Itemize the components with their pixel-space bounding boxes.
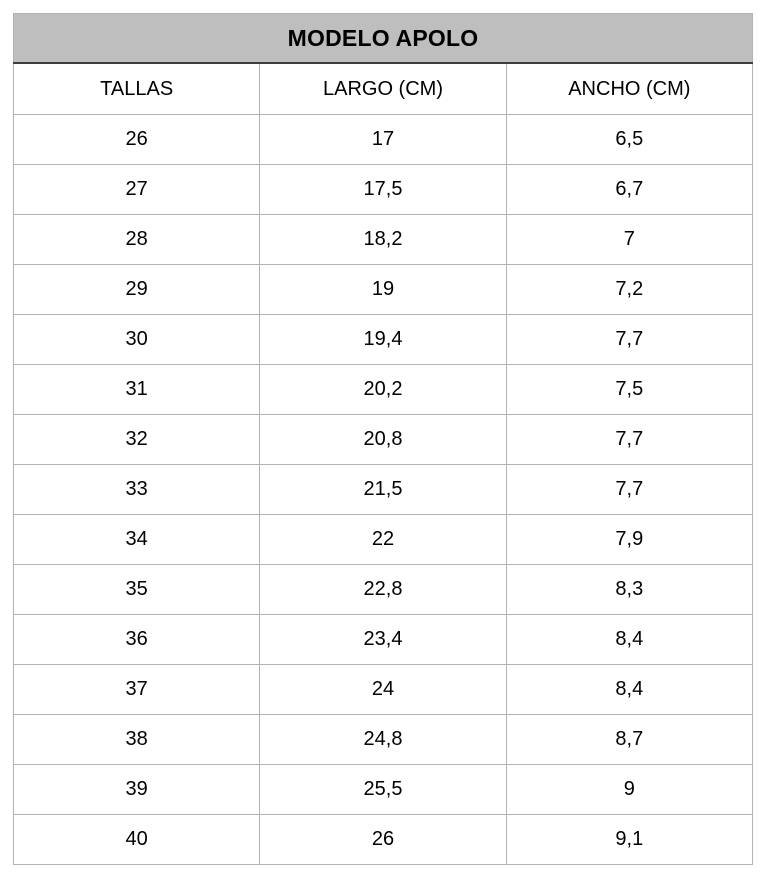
- title-row: MODELO APOLO: [13, 13, 753, 64]
- table-cell: 7,7: [505, 464, 754, 515]
- table-cell: 22: [259, 514, 507, 565]
- table-cell: 22,8: [259, 564, 507, 615]
- table-cell: 18,2: [259, 214, 507, 265]
- table-cell: 26: [259, 814, 507, 865]
- table-cell: 9: [505, 764, 754, 815]
- table-cell: 21,5: [259, 464, 507, 515]
- column-header-tallas: TALLAS: [12, 62, 261, 115]
- table-cell: 7,2: [505, 264, 754, 315]
- table-cell: 39: [12, 764, 261, 815]
- table-row: 40 26 9,1: [12, 814, 754, 865]
- table-row: 26 17 6,5: [12, 114, 754, 165]
- table-row: 33 21,5 7,7: [12, 464, 754, 515]
- table-row: 31 20,2 7,5: [12, 364, 754, 415]
- table-cell: 20,8: [259, 414, 507, 465]
- table-cell: 27: [12, 164, 261, 215]
- table-row: 38 24,8 8,7: [12, 714, 754, 765]
- table-cell: 28: [12, 214, 261, 265]
- size-table: MODELO APOLO TALLAS LARGO (CM) ANCHO (CM…: [12, 13, 754, 865]
- table-cell: 8,3: [505, 564, 754, 615]
- table-row: 30 19,4 7,7: [12, 314, 754, 365]
- table-row: 32 20,8 7,7: [12, 414, 754, 465]
- table-cell: 17: [259, 114, 507, 165]
- column-header-largo: LARGO (CM): [259, 62, 507, 115]
- table-cell: 34: [12, 514, 261, 565]
- table-row: 36 23,4 8,4: [12, 614, 754, 665]
- table-cell: 38: [12, 714, 261, 765]
- table-cell: 35: [12, 564, 261, 615]
- table-cell: 7,7: [505, 414, 754, 465]
- table-cell: 7,9: [505, 514, 754, 565]
- table-row: 39 25,5 9: [12, 764, 754, 815]
- table-row: 27 17,5 6,7: [12, 164, 754, 215]
- table-cell: 31: [12, 364, 261, 415]
- table-cell: 7: [505, 214, 754, 265]
- table-cell: 8,7: [505, 714, 754, 765]
- table-row: 35 22,8 8,3: [12, 564, 754, 615]
- table-cell: 17,5: [259, 164, 507, 215]
- table-cell: 33: [12, 464, 261, 515]
- table-row: 29 19 7,2: [12, 264, 754, 315]
- table-cell: 40: [12, 814, 261, 865]
- table-cell: 8,4: [505, 664, 754, 715]
- table-cell: 24,8: [259, 714, 507, 765]
- table-cell: 20,2: [259, 364, 507, 415]
- table-cell: 24: [259, 664, 507, 715]
- table-cell: 6,5: [505, 114, 754, 165]
- table-cell: 19,4: [259, 314, 507, 365]
- table-cell: 29: [12, 264, 261, 315]
- table-body: 26 17 6,5 27 17,5 6,7 28 18,2 7 29 19 7,2 30 19,4 7,7 3…: [12, 114, 754, 865]
- table-cell: 19: [259, 264, 507, 315]
- table-cell: 7,5: [505, 364, 754, 415]
- header-row: TALLAS LARGO (CM) ANCHO (CM): [12, 62, 754, 115]
- table-cell: 6,7: [505, 164, 754, 215]
- table-row: 34 22 7,9: [12, 514, 754, 565]
- table-row: 28 18,2 7: [12, 214, 754, 265]
- table-cell: 23,4: [259, 614, 507, 665]
- table-cell: 32: [12, 414, 261, 465]
- table-cell: 8,4: [505, 614, 754, 665]
- table-cell: 26: [12, 114, 261, 165]
- table-cell: 25,5: [259, 764, 507, 815]
- column-header-ancho: ANCHO (CM): [505, 62, 754, 115]
- table-cell: 36: [12, 614, 261, 665]
- table-title: MODELO APOLO: [13, 13, 753, 64]
- table-cell: 9,1: [505, 814, 754, 865]
- table-row: 37 24 8,4: [12, 664, 754, 715]
- table-cell: 30: [12, 314, 261, 365]
- table-cell: 37: [12, 664, 261, 715]
- table-cell: 7,7: [505, 314, 754, 365]
